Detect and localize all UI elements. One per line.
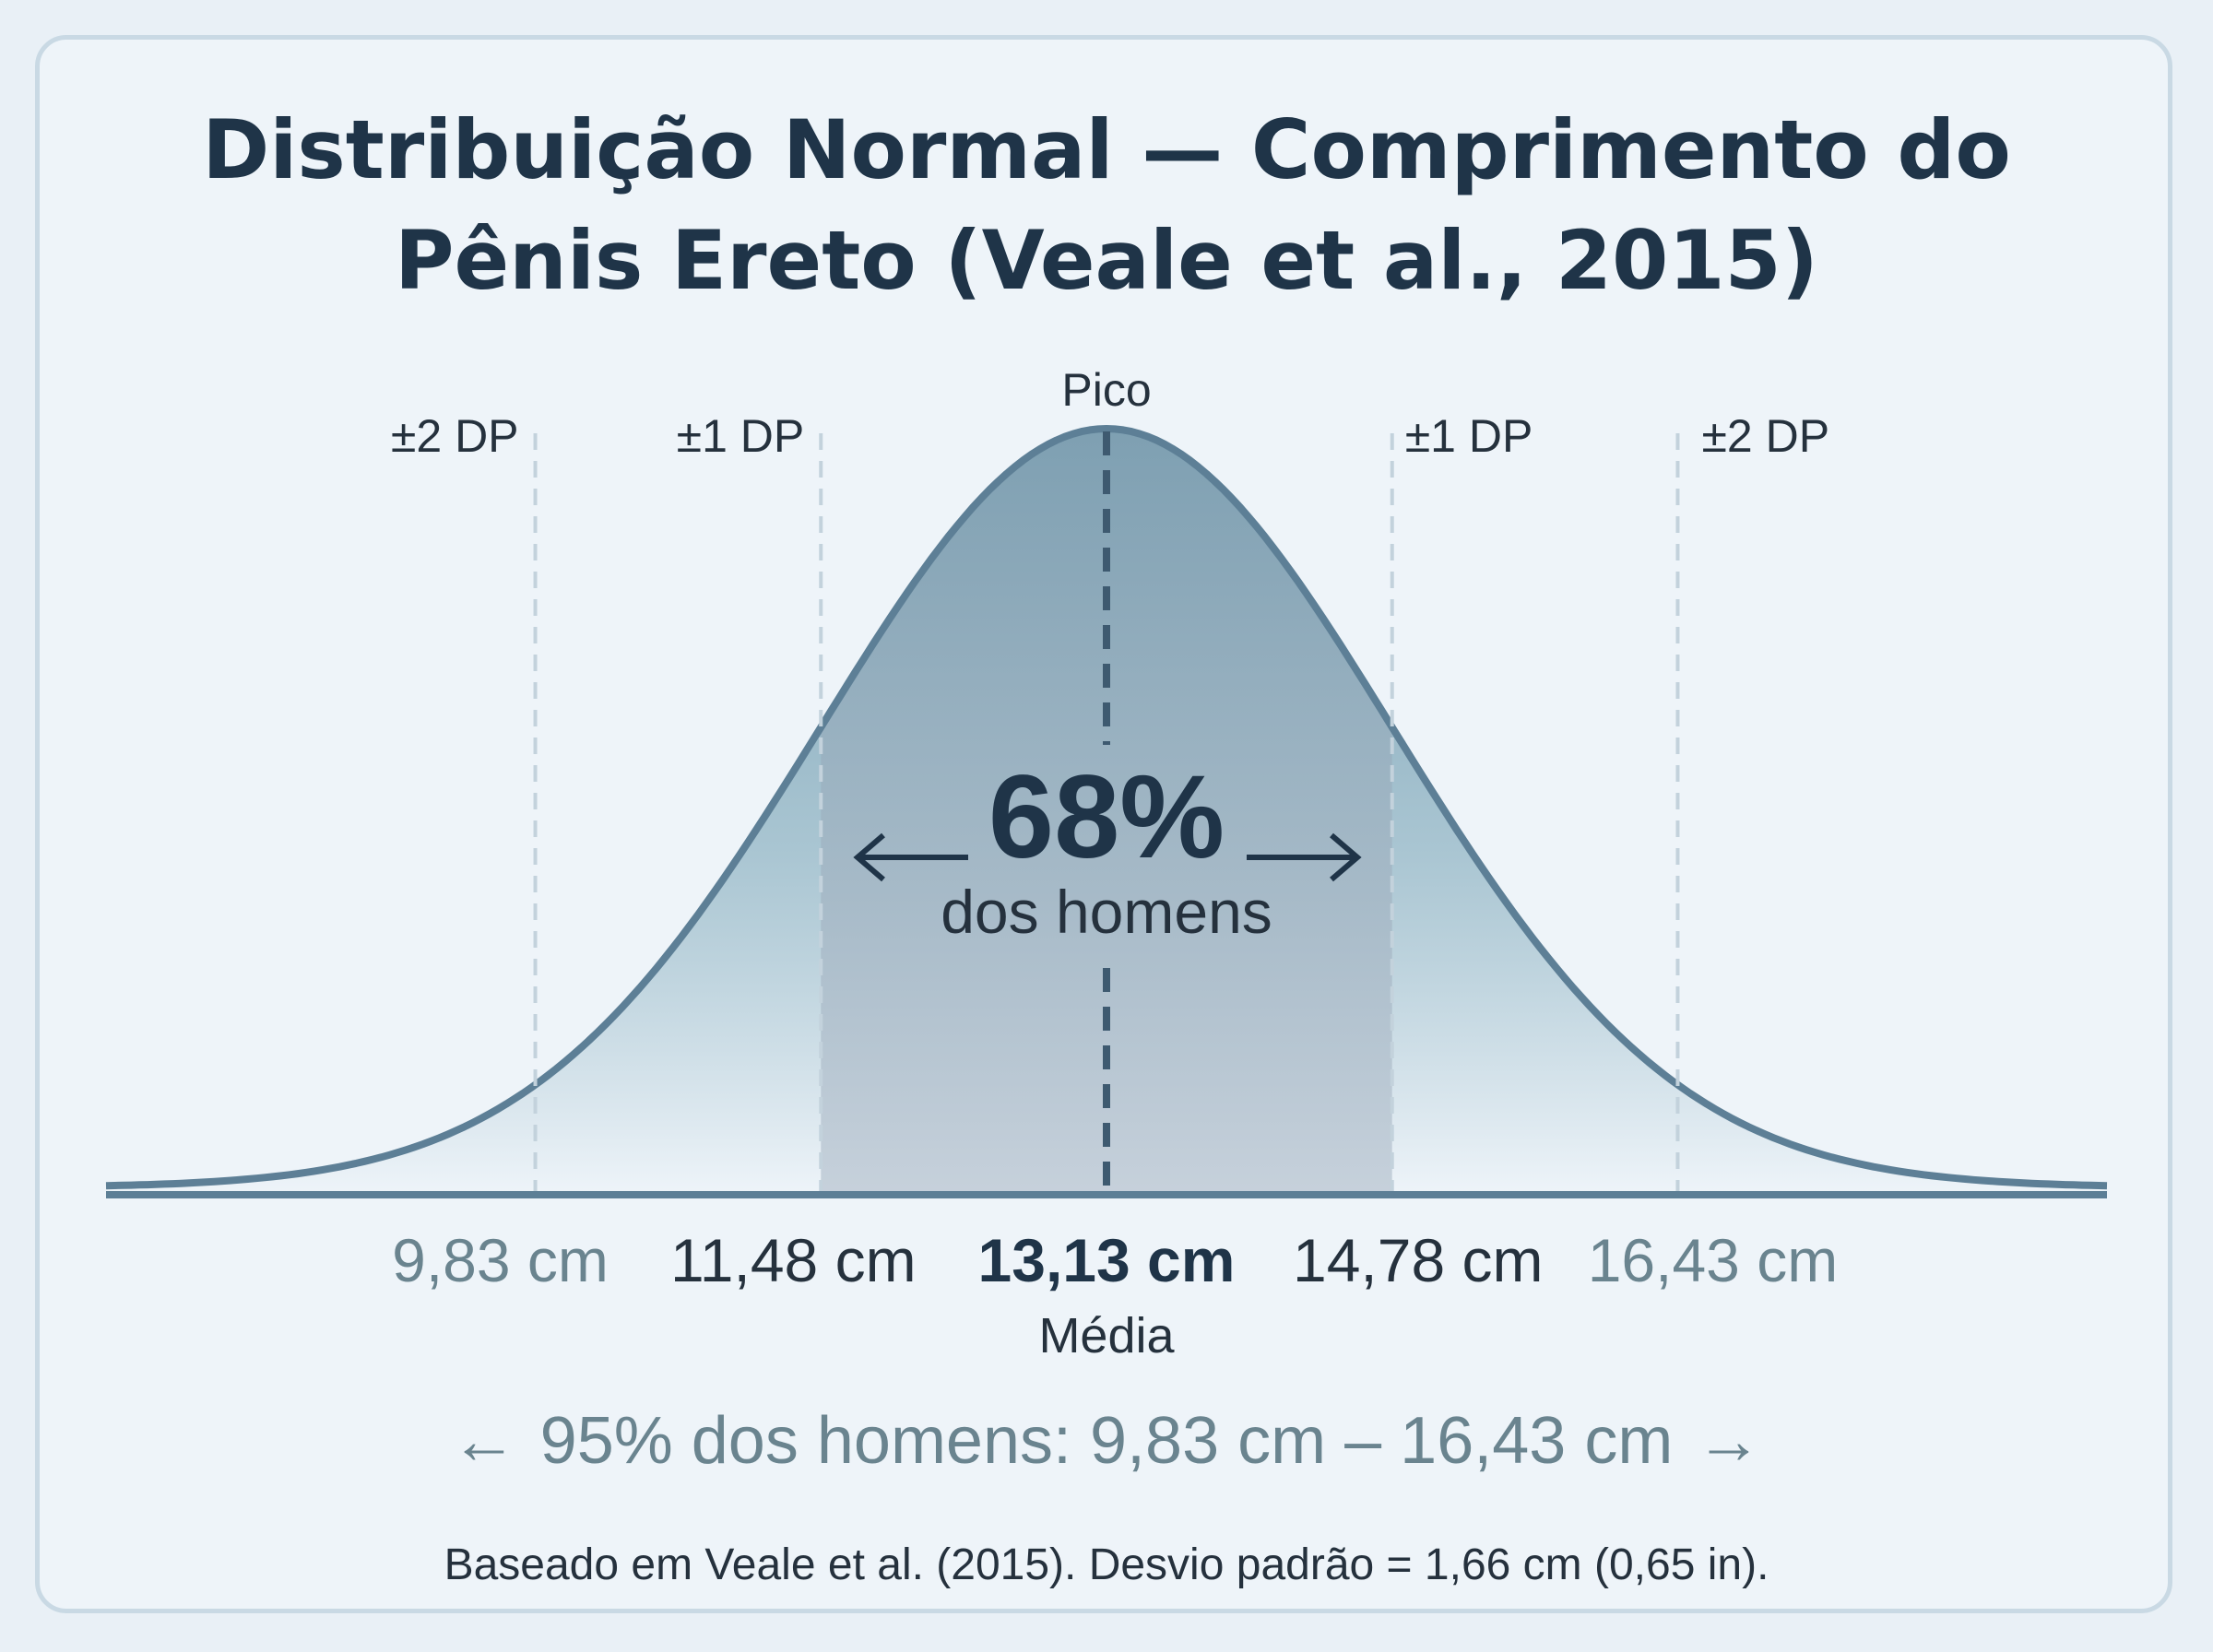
distribution-area-layer — [105, 425, 2108, 1198]
sd-guide-lines — [533, 431, 1680, 1191]
x-tick-label: 9,83 cm — [392, 1226, 609, 1294]
band-arrow-left-head — [853, 832, 885, 882]
range-95-text: 95% dos homens: 9,83 cm – 16,43 cm — [540, 1404, 1674, 1478]
center-percent: 68% — [988, 751, 1225, 883]
x-tick-labels: 9,83 cm 11,48 cm 13,13 cm 14,78 cm 16,43 cm — [392, 1226, 1838, 1294]
band-arrows — [853, 832, 1362, 882]
sd-label-minus2: ±2 DP — [391, 410, 519, 462]
sd-label-plus2: ±2 DP — [1701, 410, 1829, 462]
x-tick-label: 16,43 cm — [1588, 1226, 1838, 1294]
band-arrow-right-head — [1330, 832, 1362, 882]
x-tick-label: 14,78 cm — [1293, 1226, 1543, 1294]
range-arrow-right: → — [1696, 1404, 1762, 1478]
distribution-curve-line — [105, 425, 2108, 1190]
chart-title-line2: Pênis Ereto (Veale et al., 2015) — [395, 213, 1818, 308]
center-caption: dos homens — [941, 878, 1272, 946]
footnote: Baseado em Veale et al. (2015). Desvio p… — [444, 1540, 1769, 1589]
peak-label: Pico — [1061, 364, 1151, 416]
sd-label-plus1: ±1 DP — [1405, 410, 1533, 462]
mean-label: Média — [1038, 1308, 1175, 1363]
shaded-68-band — [821, 429, 1392, 1195]
chart-title-line1: Distribuição Normal — Comprimento do — [202, 102, 2011, 197]
range-arrow-left: ← — [451, 1404, 517, 1478]
sd-label-minus1: ±1 DP — [677, 410, 805, 462]
x-tick-label: 11,48 cm — [670, 1226, 917, 1294]
x-tick-label-mean: 13,13 cm — [978, 1226, 1236, 1294]
